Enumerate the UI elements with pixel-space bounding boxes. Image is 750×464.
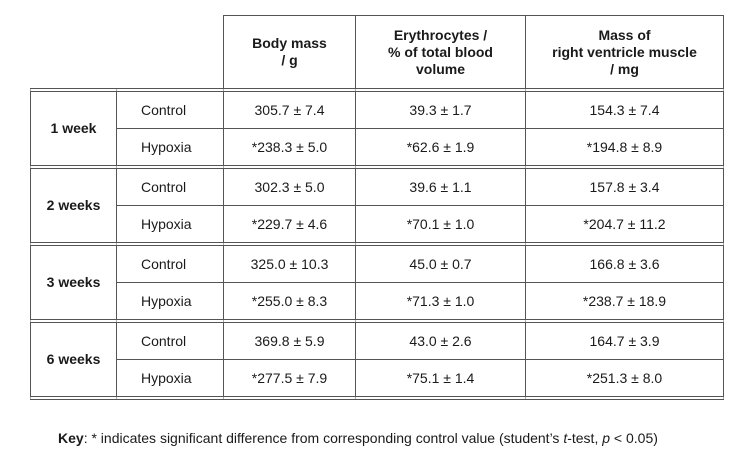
header-ventricle-mass: Mass of right ventricle muscle / mg bbox=[525, 15, 724, 88]
key-p-symbol: p bbox=[602, 430, 611, 446]
group-label: 3 weeks bbox=[30, 242, 116, 319]
key-text-middle: -test, bbox=[567, 430, 603, 446]
key-test-name: t bbox=[563, 430, 568, 446]
condition-cell: Control bbox=[116, 165, 223, 205]
value-cell: 39.6 ± 1.1 bbox=[355, 165, 525, 205]
condition-cell: Hypoxia bbox=[116, 359, 223, 400]
value-cell: *277.5 ± 7.9 bbox=[223, 359, 355, 400]
value-cell: *204.7 ± 11.2 bbox=[525, 205, 724, 242]
condition-cell: Hypoxia bbox=[116, 128, 223, 165]
value-cell: 166.8 ± 3.6 bbox=[525, 242, 724, 282]
value-cell: 325.0 ± 10.3 bbox=[223, 242, 355, 282]
header-erythrocytes: Erythrocytes /% of total blood volume bbox=[355, 15, 525, 88]
value-cell: 157.8 ± 3.4 bbox=[525, 165, 724, 205]
table-row: Hypoxia *277.5 ± 7.9 *75.1 ± 1.4 *251.3 … bbox=[30, 359, 724, 400]
results-table: Body mass / g Erythrocytes /% of total bl… bbox=[30, 15, 724, 400]
table-row: 1 week Control 305.7 ± 7.4 39.3 ± 1.7 15… bbox=[30, 88, 724, 165]
value-cell: *255.0 ± 8.3 bbox=[223, 282, 355, 319]
value-cell: 43.0 ± 2.6 bbox=[355, 319, 525, 359]
value-cell: *75.1 ± 1.4 bbox=[355, 359, 525, 400]
group-label: 6 weeks bbox=[30, 319, 116, 400]
value-cell: *229.7 ± 4.6 bbox=[223, 205, 355, 242]
value-cell: 302.3 ± 5.0 bbox=[223, 165, 355, 205]
table-row: 3 weeks Control 325.0 ± 10.3 45.0 ± 0.7 … bbox=[30, 242, 724, 319]
value-cell: *251.3 ± 8.0 bbox=[525, 359, 724, 400]
value-cell: 164.7 ± 3.9 bbox=[525, 319, 724, 359]
value-cell: *71.3 ± 1.0 bbox=[355, 282, 525, 319]
value-cell: *62.6 ± 1.9 bbox=[355, 128, 525, 165]
condition-cell: Control bbox=[116, 319, 223, 359]
table-row: 6 weeks Control 369.8 ± 5.9 43.0 ± 2.6 1… bbox=[30, 319, 724, 400]
condition-cell: Control bbox=[116, 242, 223, 282]
value-cell: *70.1 ± 1.0 bbox=[355, 205, 525, 242]
table-row: 2 weeks Control 302.3 ± 5.0 39.6 ± 1.1 1… bbox=[30, 165, 724, 242]
key-label: Key bbox=[58, 430, 84, 446]
table-row: Hypoxia *229.7 ± 4.6 *70.1 ± 1.0 *204.7 … bbox=[30, 205, 724, 242]
condition-cell: Hypoxia bbox=[116, 205, 223, 242]
key-text-before: : * indicates significant difference fro… bbox=[83, 430, 564, 446]
value-cell: *194.8 ± 8.9 bbox=[525, 128, 724, 165]
group-label: 1 week bbox=[30, 88, 116, 165]
value-cell: 45.0 ± 0.7 bbox=[355, 242, 525, 282]
key-text-after: < 0.05) bbox=[610, 430, 658, 446]
key-note: Key: * indicates significant difference … bbox=[58, 430, 658, 446]
table-row: Hypoxia *238.3 ± 5.0 *62.6 ± 1.9 *194.8 … bbox=[30, 128, 724, 165]
table-row: Hypoxia *255.0 ± 8.3 *71.3 ± 1.0 *238.7 … bbox=[30, 282, 724, 319]
value-cell: 369.8 ± 5.9 bbox=[223, 319, 355, 359]
value-cell: 154.3 ± 7.4 bbox=[525, 88, 724, 128]
value-cell: *238.7 ± 18.9 bbox=[525, 282, 724, 319]
condition-cell: Control bbox=[116, 88, 223, 128]
value-cell: 39.3 ± 1.7 bbox=[355, 88, 525, 128]
value-cell: 305.7 ± 7.4 bbox=[223, 88, 355, 128]
header-body-mass: Body mass / g bbox=[223, 15, 355, 88]
header-blank bbox=[30, 15, 223, 88]
value-cell: *238.3 ± 5.0 bbox=[223, 128, 355, 165]
condition-cell: Hypoxia bbox=[116, 282, 223, 319]
group-label: 2 weeks bbox=[30, 165, 116, 242]
